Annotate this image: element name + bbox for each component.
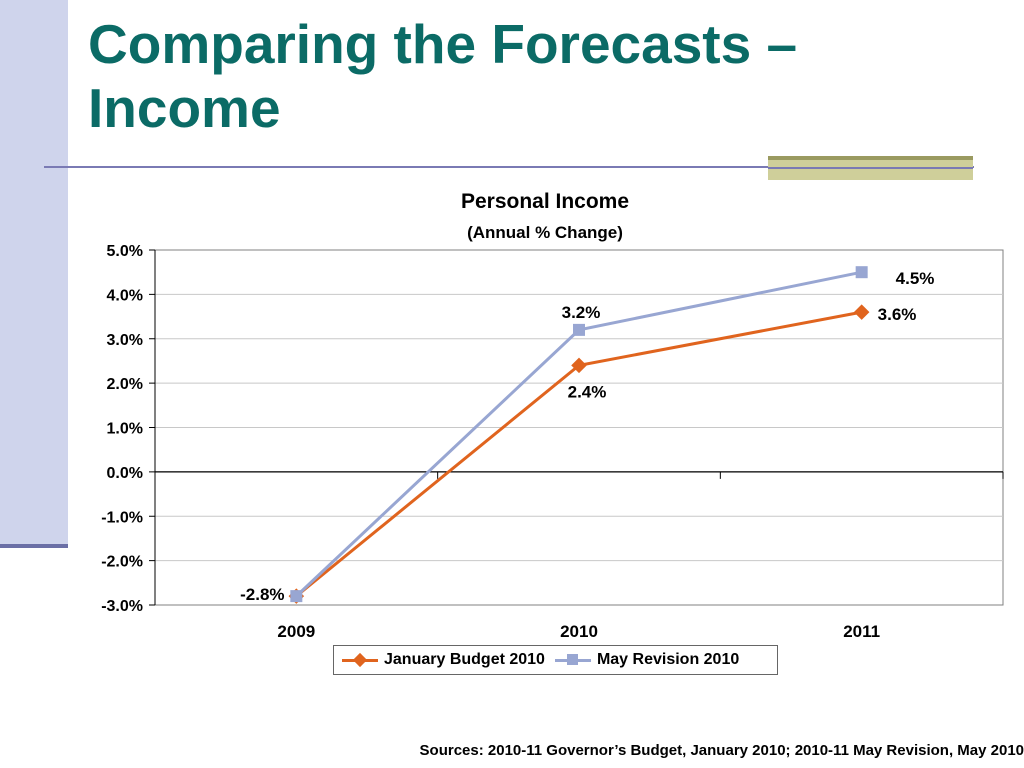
series-line-january — [295, 310, 862, 598]
data-labels: 2.4% 3.6% -2.8% 3.2% 4.5% — [240, 269, 934, 604]
y-tick-label: 2.0% — [107, 376, 143, 393]
data-label: 3.6% — [878, 305, 917, 324]
y-tick-label: -1.0% — [101, 509, 143, 526]
slide-title-line2: Income — [88, 77, 281, 139]
chart-legend: January Budget 2010 May Revision 2010 — [333, 645, 778, 675]
x-tick-label: 2010 — [560, 622, 598, 640]
legend-swatch-january — [342, 652, 378, 668]
y-tick-label: 0.0% — [107, 465, 143, 482]
divider-accent-block — [768, 156, 973, 180]
y-axis: 5.0% 4.0% 3.0% 2.0% 1.0% 0.0% -1.0% -2.0% -3.0% — [101, 243, 156, 615]
x-tick-label: 2011 — [843, 622, 880, 640]
slide-title-line1: Comparing the Forecasts – — [88, 13, 798, 75]
y-tick-label: 5.0% — [107, 243, 143, 260]
chart-subtitle: (Annual % Change) — [467, 223, 623, 242]
legend-item-may: May Revision 2010 — [554, 651, 740, 669]
legend-label-january: January Budget 2010 — [384, 651, 545, 668]
y-tick-label: -2.0% — [101, 554, 143, 571]
y-tick-label: -3.0% — [101, 598, 143, 615]
legend-swatch-may — [554, 653, 591, 667]
left-accent-line — [0, 544, 68, 548]
x-tick-label: 2009 — [277, 622, 315, 640]
data-point-may — [290, 590, 303, 603]
slide-title: Comparing the Forecasts – Income — [88, 12, 988, 140]
data-label: 2.4% — [568, 382, 607, 401]
data-label: 4.5% — [896, 269, 935, 288]
y-tick-label: 1.0% — [107, 421, 143, 438]
legend-label-may: May Revision 2010 — [596, 651, 740, 668]
data-point-may — [855, 266, 868, 279]
left-accent-band — [0, 0, 68, 546]
y-tick-label: 3.0% — [107, 332, 143, 349]
data-label: -2.8% — [240, 585, 284, 604]
y-tick-label: 4.0% — [107, 287, 143, 304]
personal-income-chart: Personal Income (Annual % Change) 5.0% 4.… — [101, 190, 1004, 640]
source-note: Sources: 2010-11 Governor’s Budget, Janu… — [419, 742, 1024, 759]
data-label: 3.2% — [562, 303, 601, 322]
data-point-may — [573, 323, 585, 336]
chart-title: Personal Income — [461, 190, 629, 213]
title-divider — [44, 166, 974, 168]
legend-item-january: January Budget 2010 — [342, 651, 545, 669]
data-point-january — [853, 304, 870, 320]
x-axis: 2009 2010 2011 — [155, 471, 1004, 640]
